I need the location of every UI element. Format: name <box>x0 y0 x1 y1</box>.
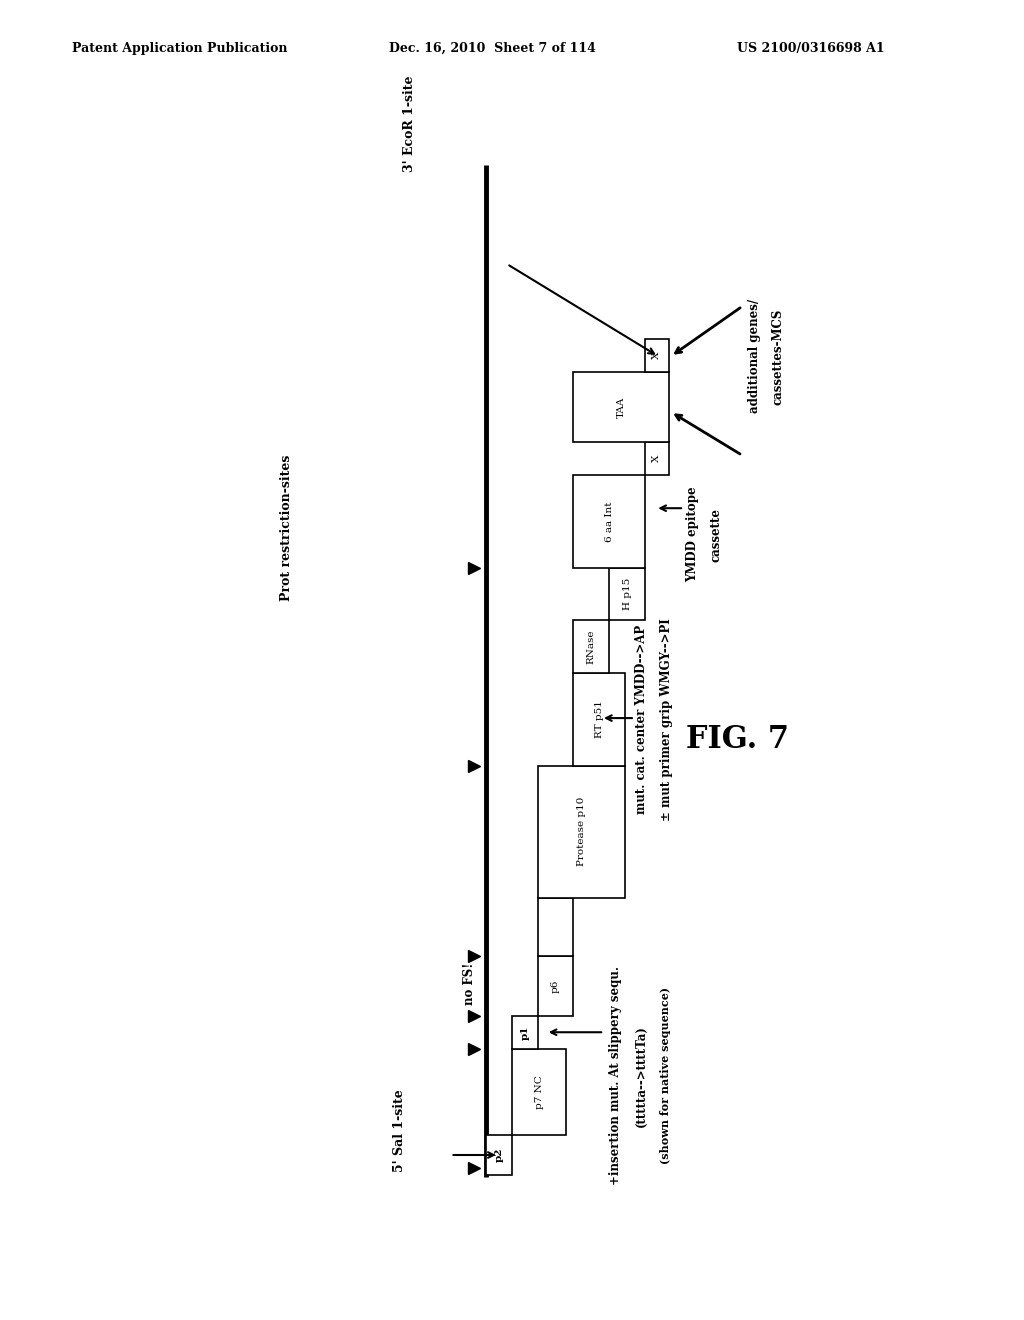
Text: 6 aa Int: 6 aa Int <box>605 502 613 541</box>
Bar <box>573 673 625 766</box>
Text: 5' Sal 1-site: 5' Sal 1-site <box>393 1089 406 1172</box>
Text: YMDD epitope: YMDD epitope <box>686 487 699 582</box>
Bar <box>512 1049 566 1135</box>
Text: p1: p1 <box>520 1026 529 1040</box>
Text: p7 NC: p7 NC <box>535 1076 544 1109</box>
Bar <box>538 766 625 898</box>
Text: Prot restriction-sites: Prot restriction-sites <box>281 455 293 601</box>
Bar <box>538 898 573 956</box>
Text: mut. cat. center YMDD-->AP: mut. cat. center YMDD-->AP <box>635 624 648 814</box>
Text: X: X <box>652 455 662 462</box>
Bar <box>645 339 669 372</box>
Bar <box>573 475 645 568</box>
Text: cassettes-MCS: cassettes-MCS <box>771 308 784 405</box>
Bar <box>512 1016 538 1049</box>
Text: TAA: TAA <box>616 396 626 418</box>
Text: RNase: RNase <box>587 630 596 664</box>
Bar <box>609 568 645 620</box>
Bar <box>486 1135 512 1175</box>
Text: additional genes/: additional genes/ <box>748 300 761 413</box>
Text: X: X <box>652 352 662 359</box>
Text: (ttttta-->ttttTa): (ttttta-->ttttTa) <box>635 1024 648 1127</box>
Text: FIG. 7: FIG. 7 <box>686 723 788 755</box>
Text: RT p51: RT p51 <box>595 701 603 738</box>
Text: +insertion mut. At slippery sequ.: +insertion mut. At slippery sequ. <box>609 966 623 1185</box>
Bar <box>538 956 573 1016</box>
Text: (shown for native sequence): (shown for native sequence) <box>660 987 672 1164</box>
Bar <box>573 620 609 673</box>
Text: Patent Application Publication: Patent Application Publication <box>72 42 287 55</box>
Text: 3' EcoR 1-site: 3' EcoR 1-site <box>403 75 416 172</box>
Text: no FS!: no FS! <box>463 962 476 1005</box>
Text: cassette: cassette <box>710 508 723 561</box>
Text: p6: p6 <box>551 979 560 993</box>
Text: Dec. 16, 2010  Sheet 7 of 114: Dec. 16, 2010 Sheet 7 of 114 <box>389 42 596 55</box>
Text: H p15: H p15 <box>623 578 632 610</box>
Text: p2: p2 <box>495 1148 504 1162</box>
Text: Protease p10: Protease p10 <box>577 797 586 866</box>
Bar <box>645 442 669 475</box>
Bar <box>573 372 669 442</box>
Text: US 2100/0316698 A1: US 2100/0316698 A1 <box>737 42 885 55</box>
Text: ± mut primer grip WMGY-->PI: ± mut primer grip WMGY-->PI <box>660 618 674 821</box>
